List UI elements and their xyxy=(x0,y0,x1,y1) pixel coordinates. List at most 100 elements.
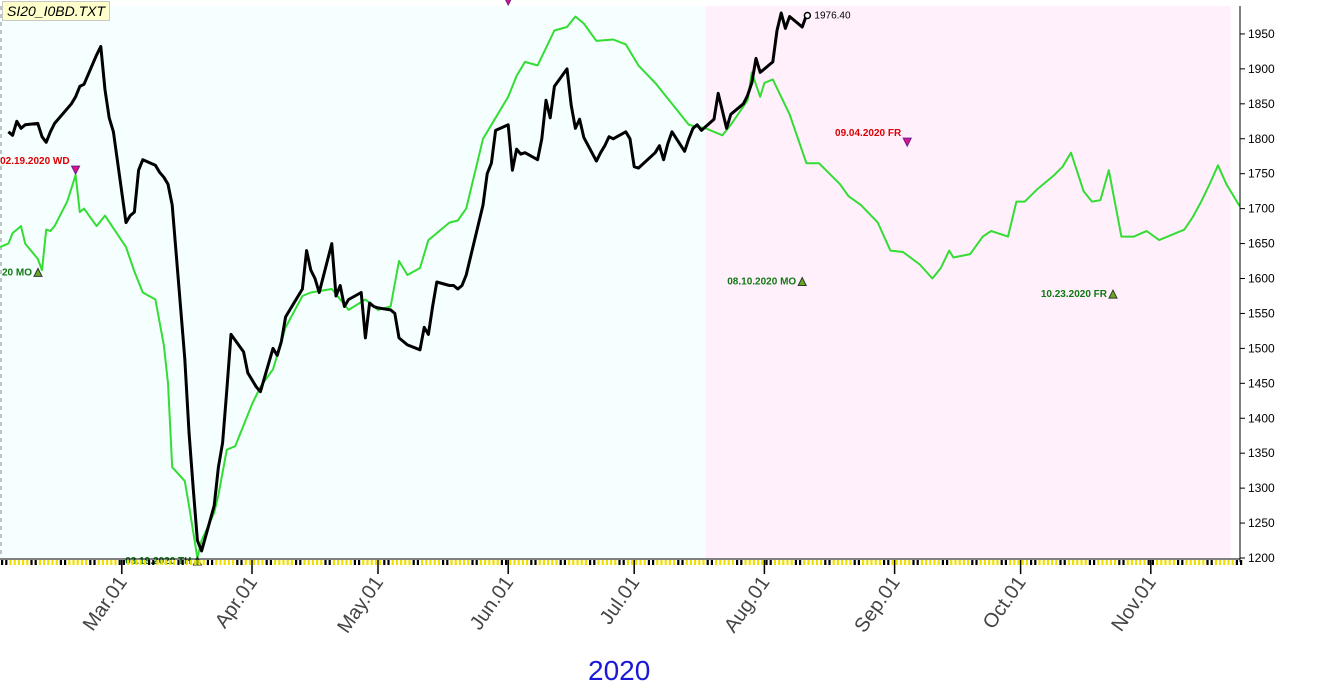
x-day-tick xyxy=(912,560,915,565)
x-day-tick xyxy=(1105,560,1108,565)
x-day-tick xyxy=(51,560,54,565)
x-day-tick xyxy=(324,560,327,565)
x-day-tick xyxy=(1168,560,1171,565)
x-day-tick xyxy=(257,560,260,565)
y-tick-label: 1200 xyxy=(1248,551,1275,565)
x-day-tick xyxy=(1139,560,1142,565)
x-day-tick xyxy=(374,560,377,565)
x-day-tick xyxy=(412,560,415,565)
x-day-tick xyxy=(143,560,146,565)
series-layer xyxy=(0,11,1240,559)
x-day-tick xyxy=(1021,560,1024,565)
x-day-tick xyxy=(1143,560,1146,565)
x-day-tick xyxy=(295,560,298,565)
x-day-tick xyxy=(484,560,487,565)
x-day-tick xyxy=(135,560,138,565)
x-day-tick xyxy=(895,560,898,565)
x-day-tick xyxy=(1080,560,1083,565)
x-day-tick xyxy=(652,560,655,565)
y-tick-label: 1600 xyxy=(1248,272,1275,286)
x-day-tick xyxy=(639,560,642,565)
x-tick-label: Apr.01 xyxy=(211,572,262,632)
x-day-tick xyxy=(996,560,999,565)
x-day-tick xyxy=(1000,560,1003,565)
x-day-tick xyxy=(337,560,340,565)
x-day-tick xyxy=(1135,560,1138,565)
x-day-tick xyxy=(1055,560,1058,565)
y-tick-label: 1500 xyxy=(1248,341,1275,355)
x-day-tick xyxy=(349,560,352,565)
x-day-tick xyxy=(202,560,205,565)
x-day-tick xyxy=(13,560,16,565)
x-day-tick xyxy=(521,560,524,565)
x-day-tick xyxy=(30,560,33,565)
x-day-tick xyxy=(719,560,722,565)
x-day-tick xyxy=(971,560,974,565)
x-day-tick xyxy=(601,560,604,565)
x-tick-label: Mar.01 xyxy=(79,572,132,635)
x-day-tick xyxy=(332,560,335,565)
x-day-tick xyxy=(1017,560,1020,565)
turning-point-label: 09.04.2020 FR xyxy=(835,128,902,139)
x-day-tick xyxy=(1072,560,1075,565)
x-day-tick xyxy=(1147,560,1150,565)
x-day-tick xyxy=(526,560,529,565)
x-day-tick xyxy=(534,560,537,565)
x-day-tick xyxy=(131,560,134,565)
x-day-tick xyxy=(1025,560,1028,565)
x-day-tick xyxy=(156,560,159,565)
x-day-tick xyxy=(992,560,995,565)
x-tick-label: Nov.01 xyxy=(1107,572,1161,635)
x-day-tick xyxy=(744,560,747,565)
x-day-tick xyxy=(899,560,902,565)
x-day-tick xyxy=(1046,560,1049,565)
x-day-tick xyxy=(43,560,46,565)
x-day-tick xyxy=(437,560,440,565)
x-day-tick xyxy=(1097,560,1100,565)
x-day-tick xyxy=(610,560,613,565)
x-day-tick xyxy=(1034,560,1037,565)
high-marker xyxy=(902,137,913,148)
x-day-tick xyxy=(689,560,692,565)
x-day-tick xyxy=(593,560,596,565)
x-day-tick xyxy=(836,560,839,565)
y-tick-label: 1800 xyxy=(1248,132,1275,146)
x-day-tick xyxy=(1189,560,1192,565)
x-day-tick xyxy=(769,560,772,565)
x-day-tick xyxy=(1088,560,1091,565)
x-day-tick xyxy=(962,560,965,565)
x-day-tick xyxy=(866,560,869,565)
x-day-tick xyxy=(1004,560,1007,565)
x-day-tick xyxy=(488,560,491,565)
x-day-tick xyxy=(572,560,575,565)
x-day-tick xyxy=(139,560,142,565)
x-day-tick xyxy=(1164,560,1167,565)
x-day-tick xyxy=(870,560,873,565)
x-day-tick xyxy=(668,560,671,565)
x-day-tick xyxy=(471,560,474,565)
x-day-tick xyxy=(22,560,25,565)
x-day-tick xyxy=(320,560,323,565)
x-day-tick xyxy=(181,560,184,565)
x-day-tick xyxy=(299,560,302,565)
x-day-tick xyxy=(59,560,62,565)
x-day-tick xyxy=(89,560,92,565)
x-day-tick xyxy=(748,560,751,565)
x-day-tick xyxy=(853,560,856,565)
x-day-tick xyxy=(101,560,104,565)
x-day-tick xyxy=(85,560,88,565)
x-day-tick xyxy=(517,560,520,565)
x-day-tick xyxy=(505,560,508,565)
chart-title: SI20_I0BD.TXT xyxy=(2,1,111,21)
x-day-tick xyxy=(988,560,991,565)
y-tick-label: 1350 xyxy=(1248,446,1275,460)
x-day-tick xyxy=(757,560,760,565)
x-day-tick xyxy=(118,560,121,565)
x-day-tick xyxy=(883,560,886,565)
x-day-tick xyxy=(832,560,835,565)
x-day-tick xyxy=(660,560,663,565)
x-day-tick xyxy=(946,560,949,565)
x-day-tick xyxy=(584,560,587,565)
x-day-tick xyxy=(1177,560,1180,565)
